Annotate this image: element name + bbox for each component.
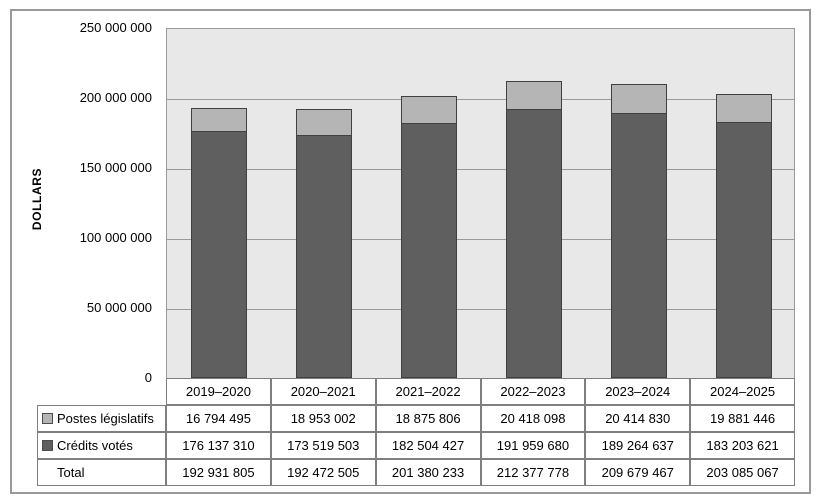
- row-label-text: Crédits votés: [57, 438, 133, 453]
- gridline: [167, 169, 794, 170]
- bar-group: [296, 108, 353, 378]
- y-tick-label: 0: [144, 370, 152, 385]
- table-value-cell: 212 377 778: [480, 459, 586, 486]
- bar-segment-credits-votes: [716, 122, 771, 377]
- y-tick-label: 100 000 000: [79, 230, 152, 245]
- bar-group: [191, 107, 248, 378]
- bar-segment-credits-votes: [402, 123, 457, 377]
- table-value-cell: 16 794 495: [166, 405, 271, 432]
- y-tick-label: 200 000 000: [79, 90, 152, 105]
- category-label: 2023–2024: [585, 378, 691, 405]
- table-value-cell: 191 959 680: [480, 432, 586, 459]
- category-label: 2020–2021: [270, 378, 376, 405]
- table-value-cell: 209 679 467: [585, 459, 691, 486]
- bar-segment-credits-votes: [297, 136, 352, 377]
- table-value-cell: 192 472 505: [270, 459, 376, 486]
- table-value-cell: 19 881 446: [690, 405, 795, 432]
- data-table-header: 2019–2020 2020–2021 2021–2022 2022–2023 2023…: [166, 378, 795, 405]
- y-tick-label: 50 000 000: [86, 300, 152, 315]
- data-table-body: Postes législatifs 16 794 495 18 953 002 18…: [37, 405, 795, 486]
- bar-group: [715, 93, 772, 378]
- gridline: [167, 99, 794, 100]
- bar-segment-postes-legislatifs: [402, 97, 457, 124]
- plot-area: [166, 28, 795, 378]
- table-value-cell: 201 380 233: [375, 459, 481, 486]
- row-label-text: Total: [57, 465, 85, 480]
- y-tick-label: 150 000 000: [79, 160, 152, 175]
- gridline: [167, 239, 794, 240]
- bar-segment-postes-legislatifs: [192, 108, 247, 133]
- bar-segment-credits-votes: [192, 132, 247, 377]
- table-value-cell: 176 137 310: [166, 432, 271, 459]
- bar-segment-credits-votes: [611, 114, 666, 377]
- table-value-cell: 20 418 098: [480, 405, 586, 432]
- table-value-cell: 182 504 427: [375, 432, 481, 459]
- table-value-cell: 18 953 002: [270, 405, 376, 432]
- y-tick-label: 250 000 000: [79, 20, 152, 35]
- row-label: Crédits votés: [37, 432, 166, 459]
- table-value-cell: 192 931 805: [166, 459, 271, 486]
- bar-segment-postes-legislatifs: [716, 94, 771, 123]
- bar-segment-credits-votes: [506, 110, 561, 377]
- category-label: 2019–2020: [166, 378, 271, 405]
- bar-group: [610, 84, 667, 378]
- row-label: Postes législatifs: [37, 405, 166, 432]
- category-label: 2022–2023: [480, 378, 586, 405]
- table-value-cell: 20 414 830: [585, 405, 691, 432]
- bar-segment-postes-legislatifs: [506, 81, 561, 111]
- table-value-cell: 173 519 503: [270, 432, 376, 459]
- y-axis-title: DOLLARS: [30, 167, 44, 231]
- row-label-text: Postes législatifs: [57, 411, 154, 426]
- table-value-cell: 203 085 067: [690, 459, 795, 486]
- legend-key-postes-legislatifs-icon: [42, 413, 53, 424]
- bar-group: [505, 80, 562, 378]
- table-value-cell: 18 875 806: [375, 405, 481, 432]
- category-label: 2021–2022: [375, 378, 481, 405]
- category-label: 2024–2025: [690, 378, 795, 405]
- table-value-cell: 189 264 637: [585, 432, 691, 459]
- legend-key-credits-votes-icon: [42, 440, 53, 451]
- bar-segment-postes-legislatifs: [611, 85, 666, 115]
- table-value-cell: 183 203 621: [690, 432, 795, 459]
- row-label: Total: [37, 459, 166, 486]
- bar-segment-postes-legislatifs: [297, 109, 352, 137]
- bar-group: [401, 96, 458, 378]
- gridline: [167, 309, 794, 310]
